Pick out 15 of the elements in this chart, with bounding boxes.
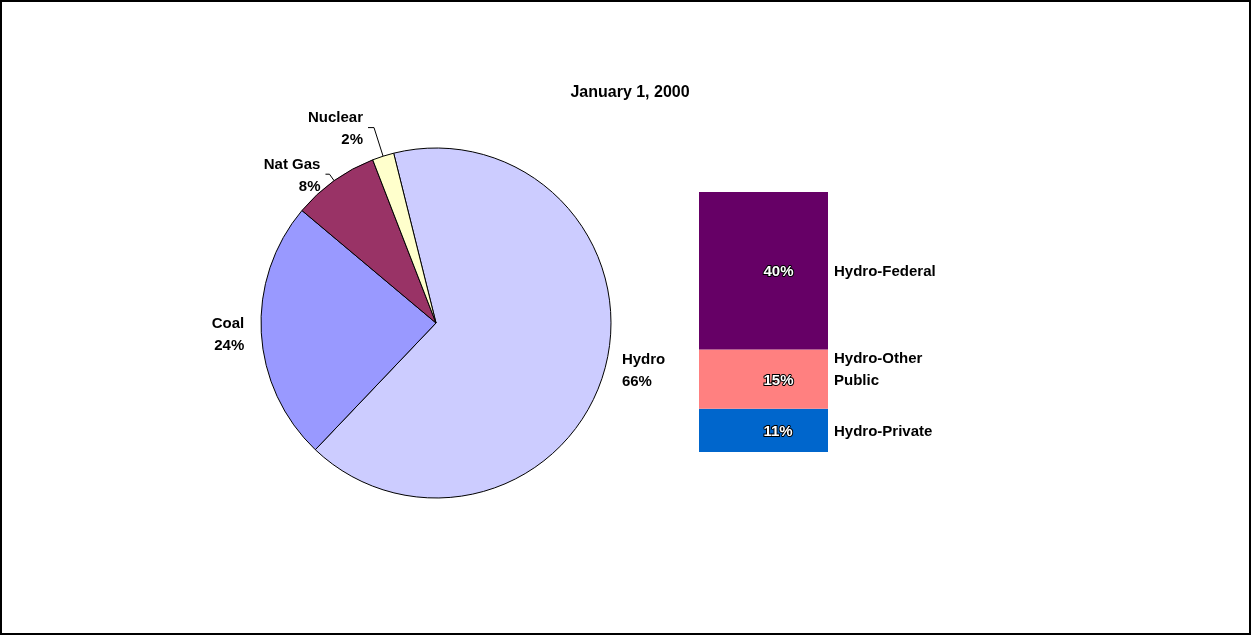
data-label: 8% xyxy=(298,176,321,194)
slice-label: Hydro xyxy=(621,350,666,368)
slice-label: Nat Gas xyxy=(263,154,321,172)
chart-title: January 1, 2000 xyxy=(570,82,690,100)
data-label: 15% xyxy=(763,370,794,388)
data-label: 24% xyxy=(214,335,245,353)
slice-label: Coal xyxy=(211,313,245,331)
data-label: 2% xyxy=(341,130,364,148)
series-label: Hydro-Federal xyxy=(834,262,936,280)
data-label: 66% xyxy=(621,372,652,390)
slice-label: Nuclear xyxy=(307,108,364,126)
data-label: 11% xyxy=(763,421,793,439)
data-label: 40% xyxy=(763,262,794,280)
series-label: Hydro-Other Public xyxy=(834,348,927,388)
series-label: Hydro-Private xyxy=(834,421,933,439)
